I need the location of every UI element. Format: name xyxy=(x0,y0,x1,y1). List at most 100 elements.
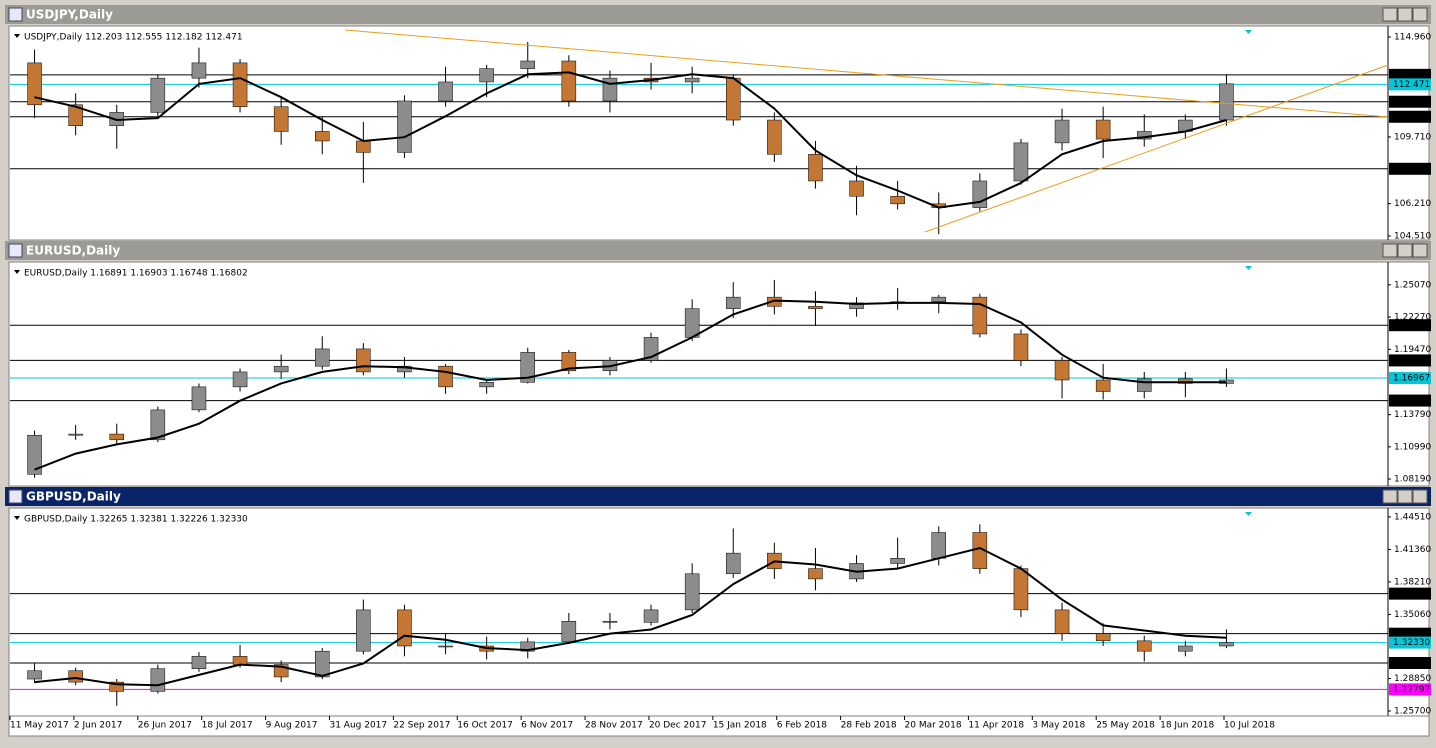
candle-body xyxy=(356,348,371,373)
candle-body xyxy=(726,296,741,309)
window-title: GBPUSD,Daily xyxy=(26,490,121,504)
x-tick-label: 28 Feb 2018 xyxy=(841,721,897,731)
candle-body xyxy=(561,352,577,372)
candle-body xyxy=(356,609,371,652)
candle-body xyxy=(315,131,330,142)
candle-body xyxy=(1178,378,1193,384)
candle-body xyxy=(68,104,83,126)
y-tick-label: 1.10990 xyxy=(1394,442,1431,452)
candle-body xyxy=(561,60,577,102)
shift-marker xyxy=(1245,512,1252,516)
maximize-button[interactable] xyxy=(1397,489,1413,504)
candle-body xyxy=(356,140,371,153)
y-tick-label: 1.28850 xyxy=(1394,674,1431,684)
x-tick-label: 20 Mar 2018 xyxy=(905,721,962,731)
y-tick-label: 114.960 xyxy=(1394,33,1431,43)
y-tick-label: 106.210 xyxy=(1394,199,1431,209)
level-label-box xyxy=(1389,68,1431,81)
level-label: 1.16967 xyxy=(1393,374,1430,384)
x-tick-label: 18 Jun 2018 xyxy=(1160,721,1214,731)
y-tick-label: 1.44510 xyxy=(1394,512,1431,522)
candle-body xyxy=(191,62,207,79)
x-tick-label: 18 Jul 2017 xyxy=(202,721,253,731)
info-arrow xyxy=(14,34,20,38)
candle-body xyxy=(438,81,453,102)
level-label: 111.561 xyxy=(1393,97,1430,107)
level-label: 1.27797 xyxy=(1393,685,1430,695)
chart-info: GBPUSD,Daily 1.32265 1.32381 1.32226 1.3… xyxy=(24,515,248,525)
x-tick-label: 25 May 2018 xyxy=(1096,721,1155,731)
window-title-bar xyxy=(5,5,1431,24)
x-tick-label: 10 Jul 2018 xyxy=(1224,721,1275,731)
candle-body xyxy=(1095,379,1111,392)
level-label-box xyxy=(1389,162,1431,175)
y-tick-label: 1.13790 xyxy=(1394,410,1431,420)
candle-body xyxy=(726,77,741,121)
candle-body xyxy=(849,180,864,197)
chart-area xyxy=(8,25,1430,241)
close-button[interactable] xyxy=(1412,7,1428,22)
candle-body xyxy=(1054,360,1070,381)
maximize-button[interactable] xyxy=(1397,243,1413,258)
minimize-button[interactable] xyxy=(1382,489,1398,504)
info-arrow xyxy=(14,516,20,520)
shift-marker xyxy=(1245,266,1252,270)
candle-body xyxy=(808,306,823,309)
window-icon xyxy=(8,243,23,258)
moving-average xyxy=(34,299,1227,471)
candle-body xyxy=(931,532,946,559)
window-title: USDJPY,Daily xyxy=(26,8,113,22)
candle-body xyxy=(767,119,782,155)
close-button[interactable] xyxy=(1412,489,1428,504)
candle-body xyxy=(27,434,42,475)
candle-body xyxy=(972,180,988,208)
candle-body xyxy=(273,365,289,373)
candle-body xyxy=(479,68,494,83)
candle-body xyxy=(684,308,700,338)
y-tick-label: 1.35060 xyxy=(1394,610,1431,620)
candle-body xyxy=(808,568,823,580)
level-label: 110.772 xyxy=(1393,112,1430,122)
moving-average xyxy=(34,71,1227,209)
candle-body xyxy=(397,100,412,153)
candle-body xyxy=(68,433,83,436)
close-button[interactable] xyxy=(1412,243,1428,258)
candle-body xyxy=(191,386,207,411)
window-title: EURUSD,Daily xyxy=(26,244,120,258)
x-tick-label: 26 Jun 2017 xyxy=(138,721,192,731)
chart-info: USDJPY,Daily 112.203 112.555 112.182 112… xyxy=(24,33,243,43)
candle-body xyxy=(1013,568,1029,611)
shift-marker xyxy=(1245,30,1252,34)
candle-body xyxy=(191,656,207,669)
moving-average xyxy=(34,546,1227,687)
level-label: 1.30353 xyxy=(1393,658,1430,668)
chart-area xyxy=(8,261,1430,487)
window-title-bar xyxy=(5,241,1431,260)
candle-body xyxy=(150,668,166,692)
candle-body xyxy=(890,195,905,205)
candle-body xyxy=(479,382,494,388)
y-tick-label: 1.25070 xyxy=(1394,280,1431,290)
minimize-button[interactable] xyxy=(1382,243,1398,258)
candle-body xyxy=(1095,119,1111,140)
minimize-button[interactable] xyxy=(1382,7,1398,22)
level-label-box xyxy=(1389,656,1431,669)
candle-body xyxy=(232,371,248,388)
y-tick-label: 1.38210 xyxy=(1394,577,1431,587)
candle-body xyxy=(520,641,535,652)
window-icon xyxy=(8,489,23,504)
candle-body xyxy=(726,552,741,575)
x-tick-label: 28 Nov 2017 xyxy=(585,721,643,731)
candle-body xyxy=(1095,633,1111,642)
candle-body xyxy=(643,609,659,623)
candle-body xyxy=(972,296,988,335)
candle-body xyxy=(1013,333,1029,361)
x-tick-label: 31 Aug 2017 xyxy=(329,721,387,731)
candle-body xyxy=(315,348,330,367)
y-tick-label: 1.22270 xyxy=(1394,313,1431,323)
candle-body xyxy=(520,60,535,69)
candle-body xyxy=(1219,642,1234,647)
y-tick-label: 1.41360 xyxy=(1394,545,1431,555)
level-label-box xyxy=(1389,354,1431,367)
maximize-button[interactable] xyxy=(1397,7,1413,22)
